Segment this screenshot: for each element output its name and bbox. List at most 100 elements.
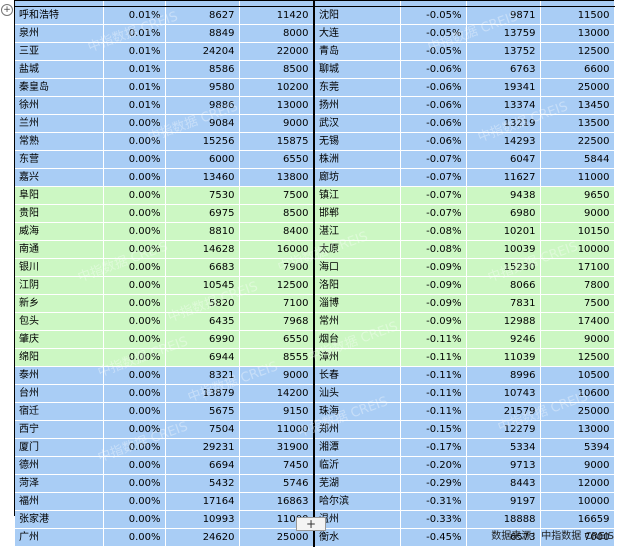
price-cell: 10000: [540, 240, 615, 259]
price-cell: 25000: [540, 402, 615, 421]
price-cell: 21579: [466, 402, 541, 421]
city-cell: 沈阳: [314, 6, 401, 25]
table-row: 包头 0.00% 6435 7968: [15, 312, 314, 331]
add-sheet-button[interactable]: +: [296, 517, 326, 531]
price-cell: 6683: [165, 258, 240, 277]
city-cell: 洛阳: [314, 276, 401, 295]
change-cell: -0.06%: [400, 114, 467, 133]
price-cell: 6573: [466, 528, 541, 547]
price-cell: 8321: [165, 366, 240, 385]
change-cell: -0.15%: [400, 420, 467, 439]
change-cell: -0.07%: [400, 168, 467, 187]
change-cell: -0.07%: [400, 150, 467, 169]
city-cell: 福州: [15, 492, 104, 511]
change-cell: 0.00%: [103, 366, 166, 385]
price-cell: 11000: [540, 168, 615, 187]
price-cell: 6763: [466, 60, 541, 79]
price-cell: 16000: [239, 240, 314, 259]
change-cell: 0.00%: [103, 492, 166, 511]
header-cell: [540, 1, 615, 7]
price-cell: 16863: [239, 492, 314, 511]
change-cell: -0.05%: [400, 42, 467, 61]
city-cell: 三亚: [15, 42, 104, 61]
city-cell: 肇庆: [15, 330, 104, 349]
change-cell: -0.09%: [400, 276, 467, 295]
price-cell: 7530: [165, 186, 240, 205]
table-row: 台州 0.00% 13879 14200: [15, 384, 314, 403]
city-cell: 东营: [15, 150, 104, 169]
price-cell: 9197: [466, 492, 541, 511]
city-cell: 株洲: [314, 150, 401, 169]
price-cell: 22000: [239, 42, 314, 61]
price-cell: 10000: [540, 492, 615, 511]
price-cell: 5675: [165, 402, 240, 421]
price-cell: 5820: [165, 294, 240, 313]
city-cell: 台州: [15, 384, 104, 403]
change-cell: 0.00%: [103, 186, 166, 205]
change-cell: -0.09%: [400, 258, 467, 277]
table-row: 三亚 0.01% 24204 22000: [15, 42, 314, 61]
city-cell: 常州: [314, 312, 401, 331]
table-row: 扬州 -0.06% 13374 13450: [314, 96, 615, 115]
table-row: 张家港 0.00% 10993 11000: [15, 510, 314, 529]
city-cell: 长春: [314, 366, 401, 385]
change-cell: -0.11%: [400, 402, 467, 421]
price-cell: 8066: [466, 276, 541, 295]
price-cell: 7831: [466, 294, 541, 313]
price-cell: 8586: [165, 60, 240, 79]
price-cell: 7800: [540, 276, 615, 295]
price-cell: 11000: [239, 510, 314, 529]
header-cell: [103, 1, 166, 7]
change-cell: -0.45%: [400, 528, 467, 547]
city-cell: 阜阳: [15, 186, 104, 205]
price-cell: 19341: [466, 78, 541, 97]
city-cell: 太原: [314, 240, 401, 259]
change-cell: 0.01%: [103, 6, 166, 25]
change-cell: -0.08%: [400, 222, 467, 241]
change-cell: 0.00%: [103, 438, 166, 457]
table-row: 青岛 -0.05% 13752 12500: [314, 42, 615, 61]
city-cell: 聊城: [314, 60, 401, 79]
change-cell: 0.00%: [103, 330, 166, 349]
price-cell: 9150: [239, 402, 314, 421]
city-cell: 兰州: [15, 114, 104, 133]
price-cell: 14200: [239, 384, 314, 403]
change-cell: 0.00%: [103, 348, 166, 367]
table-row: 广州 0.00% 24620 25000: [15, 528, 314, 547]
price-cell: 9871: [466, 6, 541, 25]
price-cell: 22500: [540, 132, 615, 151]
table-row: 湛江 -0.08% 10201 10150: [314, 222, 615, 241]
change-cell: -0.05%: [400, 6, 467, 25]
city-cell: 南通: [15, 240, 104, 259]
table-row: 湘潭 -0.17% 5334 5394: [314, 438, 615, 457]
city-cell: 嘉兴: [15, 168, 104, 187]
price-cell: 10201: [466, 222, 541, 241]
change-cell: 0.00%: [103, 510, 166, 529]
price-cell: 8500: [239, 204, 314, 223]
table-row: 邯郸 -0.07% 6980 9000: [314, 204, 615, 223]
change-cell: -0.05%: [400, 24, 467, 43]
table-row: 新乡 0.00% 5820 7100: [15, 294, 314, 313]
city-cell: 湛江: [314, 222, 401, 241]
table-row: 太原 -0.08% 10039 10000: [314, 240, 615, 259]
price-cell: 9000: [540, 456, 615, 475]
change-cell: 0.01%: [103, 60, 166, 79]
price-cell: 7900: [239, 258, 314, 277]
price-cell: 7968: [239, 312, 314, 331]
price-cell: 5394: [540, 438, 615, 457]
city-cell: 张家港: [15, 510, 104, 529]
header-cell: [15, 1, 104, 7]
price-cell: 5334: [466, 438, 541, 457]
price-cell: 7504: [165, 420, 240, 439]
city-cell: 厦门: [15, 438, 104, 457]
expand-corner-button[interactable]: +: [1, 4, 13, 16]
price-cell: 5746: [239, 474, 314, 493]
price-cell: 13460: [165, 168, 240, 187]
city-cell: 常熟: [15, 132, 104, 151]
price-cell: 12988: [466, 312, 541, 331]
change-cell: 0.00%: [103, 150, 166, 169]
change-cell: -0.07%: [400, 186, 467, 205]
city-cell: 江阴: [15, 276, 104, 295]
city-cell: 廊坊: [314, 168, 401, 187]
price-cell: 7500: [540, 294, 615, 313]
